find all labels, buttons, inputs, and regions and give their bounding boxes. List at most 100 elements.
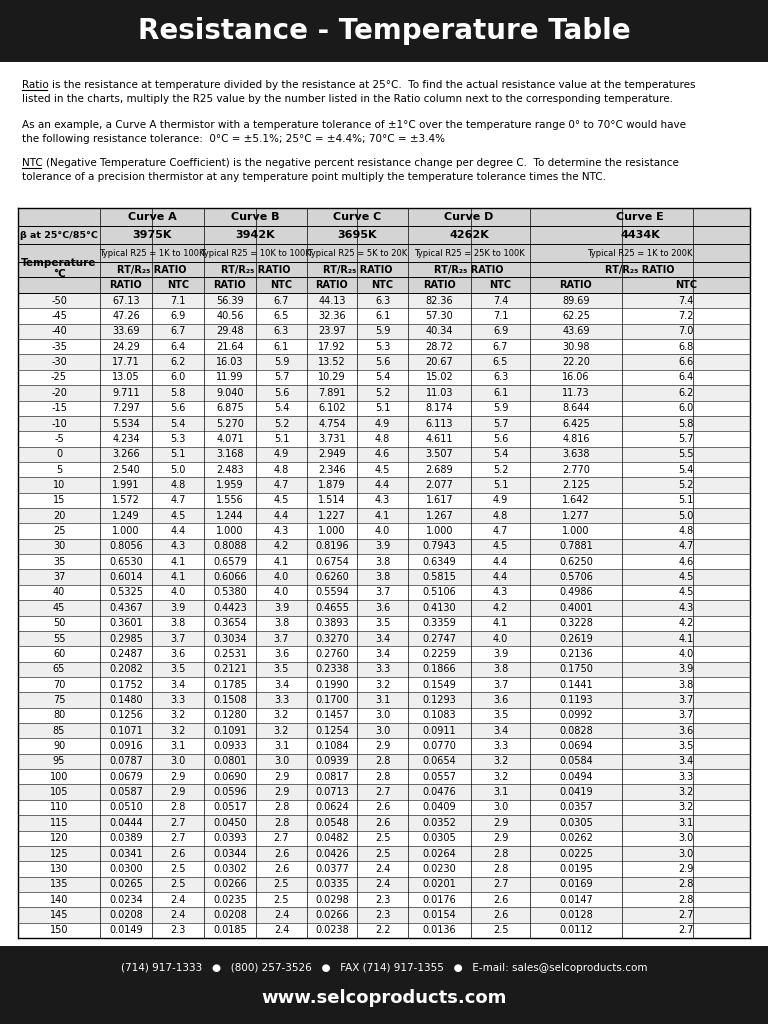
Text: 0.0393: 0.0393: [214, 834, 247, 843]
Text: 5.1: 5.1: [493, 480, 508, 489]
Bar: [18, 738, 750, 754]
Text: 4.3: 4.3: [274, 526, 289, 536]
Text: 3.5: 3.5: [170, 665, 186, 674]
Text: 4.0: 4.0: [274, 588, 289, 597]
Text: Curve C: Curve C: [333, 212, 382, 222]
Text: RATIO: RATIO: [560, 280, 592, 290]
Bar: [18, 646, 750, 662]
Text: β at 25°C/85°C: β at 25°C/85°C: [20, 230, 98, 240]
Text: 3.0: 3.0: [678, 834, 694, 843]
Text: 3.7: 3.7: [678, 695, 694, 705]
Text: 5.8: 5.8: [678, 419, 694, 428]
Text: 3.168: 3.168: [217, 450, 243, 459]
Text: 4.3: 4.3: [375, 496, 390, 505]
Text: 1.000: 1.000: [425, 526, 453, 536]
Text: 2.7: 2.7: [375, 787, 390, 797]
Text: 4.5: 4.5: [375, 465, 390, 474]
Text: 0.3034: 0.3034: [214, 634, 247, 643]
Text: -25: -25: [51, 373, 67, 383]
Text: 3.731: 3.731: [318, 434, 346, 443]
Text: 0.0517: 0.0517: [213, 803, 247, 812]
Text: 6.1: 6.1: [375, 311, 390, 322]
Text: As an example, a Curve A thermistor with a temperature tolerance of ±1°C over th: As an example, a Curve A thermistor with…: [22, 120, 686, 144]
Bar: [18, 723, 750, 738]
Text: 0.5325: 0.5325: [109, 588, 143, 597]
Text: Typical R25 = 25K to 100K: Typical R25 = 25K to 100K: [414, 249, 525, 257]
Text: 4.3: 4.3: [493, 588, 508, 597]
Text: 3.2: 3.2: [375, 680, 390, 689]
Text: 5.6: 5.6: [375, 357, 390, 368]
Text: 1.617: 1.617: [425, 496, 453, 505]
Text: 6.4: 6.4: [170, 342, 186, 352]
Text: 0.6260: 0.6260: [315, 572, 349, 582]
Text: 30: 30: [53, 542, 65, 551]
Text: 2.949: 2.949: [318, 450, 346, 459]
Text: 0.1293: 0.1293: [422, 695, 456, 705]
Text: 47.26: 47.26: [112, 311, 140, 322]
Text: -10: -10: [51, 419, 67, 428]
Text: 3.5: 3.5: [678, 741, 694, 751]
Text: 3.4: 3.4: [493, 726, 508, 735]
Text: 13.52: 13.52: [318, 357, 346, 368]
Text: Typical R25 = 5K to 20K: Typical R25 = 5K to 20K: [307, 249, 408, 257]
Text: NTC: NTC: [489, 280, 511, 290]
Text: 4262K: 4262K: [449, 230, 489, 240]
Text: 44.13: 44.13: [318, 296, 346, 306]
Text: 35: 35: [53, 557, 65, 566]
Text: 0.5106: 0.5106: [422, 588, 456, 597]
Text: RATIO: RATIO: [423, 280, 456, 290]
Bar: [18, 615, 750, 631]
Text: 0.0713: 0.0713: [315, 787, 349, 797]
Text: 11.99: 11.99: [217, 373, 243, 383]
Text: 0.2985: 0.2985: [109, 634, 143, 643]
Text: 3.3: 3.3: [493, 741, 508, 751]
Text: 0.0476: 0.0476: [422, 787, 456, 797]
Bar: [18, 877, 750, 892]
Text: 2.8: 2.8: [493, 849, 508, 858]
Text: 0.0169: 0.0169: [559, 880, 593, 889]
Text: 0.3601: 0.3601: [109, 618, 143, 628]
Text: -35: -35: [51, 342, 67, 352]
Text: -15: -15: [51, 403, 67, 413]
Text: 1.879: 1.879: [318, 480, 346, 489]
Text: Typical R25 = 1K to 200K: Typical R25 = 1K to 200K: [588, 249, 693, 257]
Text: 0.0208: 0.0208: [109, 910, 143, 920]
Text: RATIO: RATIO: [316, 280, 349, 290]
Text: 5.3: 5.3: [375, 342, 390, 352]
Text: 0.0557: 0.0557: [422, 772, 456, 781]
Text: 4.8: 4.8: [170, 480, 186, 489]
Text: 0.6579: 0.6579: [213, 557, 247, 566]
Text: 5.9: 5.9: [493, 403, 508, 413]
Text: 2.5: 2.5: [493, 926, 508, 935]
Text: 17.92: 17.92: [318, 342, 346, 352]
Text: 0.1441: 0.1441: [559, 680, 593, 689]
Text: 40: 40: [53, 588, 65, 597]
Text: 0.0298: 0.0298: [315, 895, 349, 904]
Text: 5.8: 5.8: [170, 388, 186, 397]
Text: 0.4655: 0.4655: [315, 603, 349, 612]
Text: 0.3228: 0.3228: [559, 618, 593, 628]
Text: 3.4: 3.4: [375, 634, 390, 643]
Text: 2.5: 2.5: [273, 880, 290, 889]
Bar: [18, 600, 750, 615]
Text: 2.9: 2.9: [493, 818, 508, 827]
Text: 0.5815: 0.5815: [422, 572, 456, 582]
Text: 4.2: 4.2: [493, 603, 508, 612]
Text: 0.1990: 0.1990: [315, 680, 349, 689]
Text: 23.97: 23.97: [318, 327, 346, 337]
Text: 3.9: 3.9: [170, 603, 186, 612]
Text: 3.0: 3.0: [493, 803, 508, 812]
Text: 6.7: 6.7: [274, 296, 290, 306]
Text: 2.2: 2.2: [375, 926, 390, 935]
Text: 4.2: 4.2: [678, 618, 694, 628]
Text: 0: 0: [56, 450, 62, 459]
Text: NTC: NTC: [167, 280, 189, 290]
Text: 90: 90: [53, 741, 65, 751]
Text: 4.8: 4.8: [274, 465, 289, 474]
Text: 1.000: 1.000: [318, 526, 346, 536]
Text: 4.9: 4.9: [493, 496, 508, 505]
Text: 0.0494: 0.0494: [559, 772, 593, 781]
Text: 0.0147: 0.0147: [559, 895, 593, 904]
Text: 3.4: 3.4: [170, 680, 186, 689]
Text: 5.1: 5.1: [678, 496, 694, 505]
